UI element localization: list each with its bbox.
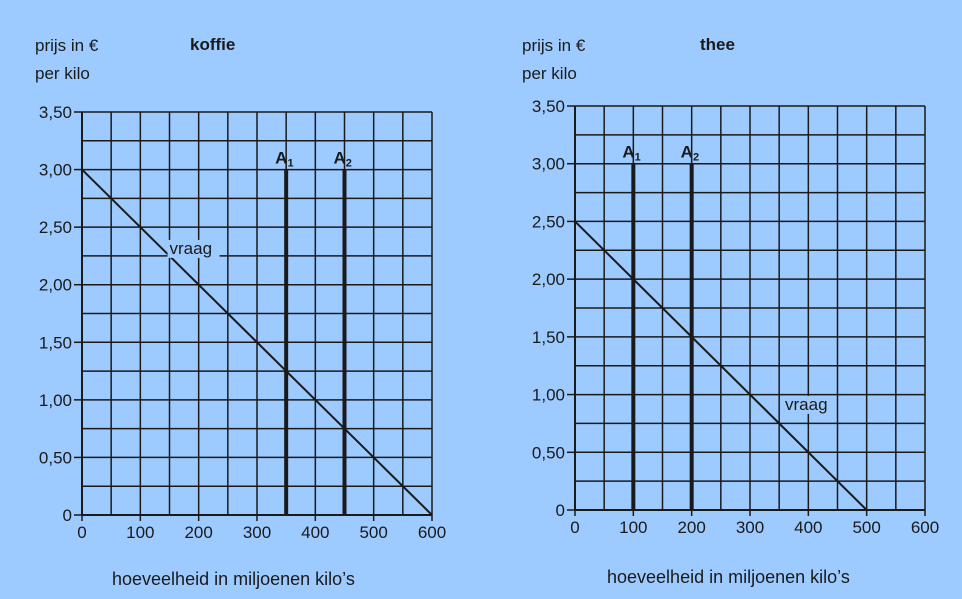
y-tick-label: 1,50: [532, 328, 565, 347]
y-tick-label: 3,00: [39, 161, 72, 180]
x-tick-label: 0: [77, 523, 86, 542]
x-tick-label: 200: [184, 523, 212, 542]
y-axis-label: prijs in €: [35, 36, 99, 55]
y-tick-label: 2,50: [532, 212, 565, 231]
x-tick-label: 100: [126, 523, 154, 542]
y-tick-label: 0: [556, 501, 565, 520]
y-tick-label: 2,00: [39, 276, 72, 295]
annotation-background: [783, 395, 835, 414]
x-axis-label: hoeveelheid in miljoenen kilo’s: [607, 567, 850, 587]
y-tick-label: 1,00: [532, 386, 565, 405]
x-axis-label: hoeveelheid in miljoenen kilo’s: [112, 569, 355, 589]
x-tick-label: 600: [911, 518, 939, 537]
chart-koffie: prijs in € per kilo koffie 0 0,50 1,00 1,50…: [35, 35, 446, 589]
supply-line-label: A1: [275, 149, 293, 170]
x-tick-label: 500: [359, 523, 387, 542]
x-tick-label: 200: [677, 518, 705, 537]
x-tick-label: 100: [619, 518, 647, 537]
y-axis-label-line2: per kilo: [35, 64, 90, 83]
y-tick-label: 3,50: [39, 103, 72, 122]
supply-line-label: A1: [622, 143, 640, 164]
demand-annotation: vraag: [167, 239, 220, 258]
y-tick-label: 3,00: [532, 155, 565, 174]
annotation-label: vraag: [170, 239, 213, 258]
demand-annotation: vraag: [783, 395, 835, 414]
x-tick-label: 500: [852, 518, 880, 537]
y-tick-label: 2,00: [532, 270, 565, 289]
supply-line-label: A2: [334, 149, 352, 170]
y-axis-label: prijs in €: [522, 36, 586, 55]
annotation-label: vraag: [785, 395, 828, 414]
y-tick-label: 1,00: [39, 391, 72, 410]
supply-line-label: A2: [681, 143, 699, 164]
x-tick-label: 300: [736, 518, 764, 537]
chart-thee: prijs in € per kilo thee 0 0,50 1,00 1,50 2,…: [522, 35, 939, 587]
y-tick-label: 1,50: [39, 333, 72, 352]
annotation-background: [167, 239, 220, 258]
y-tick-label: 0,50: [39, 448, 72, 467]
plot-area: 0 0,50 1,00 1,50 2,00 2,50 3,00 3,50 0 100 200 300 4…: [532, 97, 939, 537]
x-tick-label: 300: [243, 523, 271, 542]
x-tick-label: 600: [418, 523, 446, 542]
demand-line: [574, 220, 868, 511]
y-tick-label: 2,50: [39, 218, 72, 237]
chart-title: koffie: [190, 35, 235, 54]
y-axis-label-line2: per kilo: [522, 64, 577, 83]
demand-line: [81, 168, 433, 516]
x-tick-label: 0: [570, 518, 579, 537]
y-tick-label: 0: [63, 506, 72, 525]
x-tick-label: 400: [794, 518, 822, 537]
x-tick-label: 400: [301, 523, 329, 542]
chart-title: thee: [700, 35, 735, 54]
y-tick-label: 3,50: [532, 97, 565, 116]
plot-area: 0 0,50 1,00 1,50 2,00 2,50 3,00 3,50 0 100 200 300 4…: [39, 103, 446, 542]
y-tick-label: 0,50: [532, 443, 565, 462]
